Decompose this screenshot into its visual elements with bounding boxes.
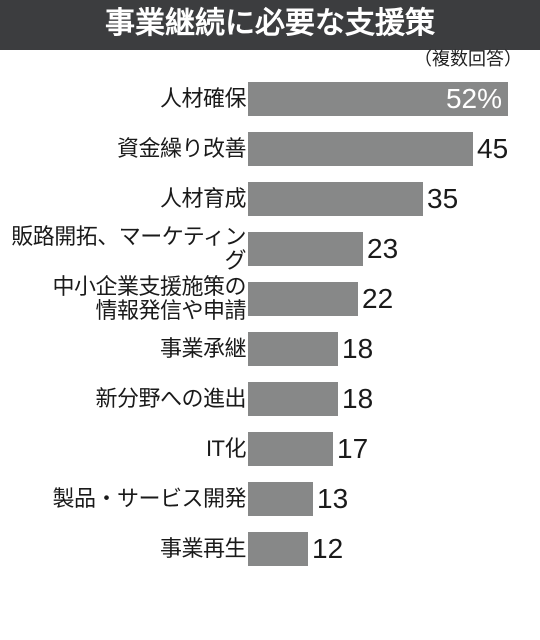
bar xyxy=(248,282,358,316)
bar-value: 22 xyxy=(358,282,393,316)
bar xyxy=(248,232,363,266)
bar-wrap: 22 xyxy=(248,282,508,316)
bar-value: 17 xyxy=(333,432,368,466)
bar-wrap: 13 xyxy=(248,482,508,516)
bar-value: 45 xyxy=(473,132,508,166)
chart-row: IT化 17 xyxy=(0,424,540,474)
chart-row: 新分野への進出 18 xyxy=(0,374,540,424)
bar-value: 23 xyxy=(363,232,398,266)
row-label: 事業再生 xyxy=(0,537,246,561)
chart-subtitle: （複数回答） xyxy=(0,50,540,68)
chart-title: 事業継続に必要な支援策 xyxy=(0,0,540,50)
bar-wrap: 52% xyxy=(248,82,508,116)
row-label: 人材育成 xyxy=(0,187,246,211)
support-measures-chart: 事業継続に必要な支援策 （複数回答） 人材確保 52% 資金繰り改善 45 人材育成 35… xyxy=(0,0,540,574)
row-label: 人材確保 xyxy=(0,87,246,111)
bar: 52% xyxy=(248,82,508,116)
row-label: 事業承継 xyxy=(0,337,246,361)
chart-row: 人材育成 35 xyxy=(0,174,540,224)
bar-value: 52% xyxy=(446,82,502,116)
bar-value: 12 xyxy=(308,532,343,566)
chart-row: 人材確保 52% xyxy=(0,74,540,124)
bar xyxy=(248,132,473,166)
bar-wrap: 35 xyxy=(248,182,508,216)
bar xyxy=(248,332,338,366)
bar-wrap: 12 xyxy=(248,532,508,566)
bar-wrap: 45 xyxy=(248,132,508,166)
bar-wrap: 23 xyxy=(248,232,508,266)
chart-row: 資金繰り改善 45 xyxy=(0,124,540,174)
bar xyxy=(248,482,313,516)
chart-row: 製品・サービス開発 13 xyxy=(0,474,540,524)
bar-value: 35 xyxy=(423,182,458,216)
bar-wrap: 18 xyxy=(248,332,508,366)
bar-wrap: 17 xyxy=(248,432,508,466)
bar-value: 18 xyxy=(338,332,373,366)
chart-row: 販路開拓、マーケティング 23 xyxy=(0,224,540,274)
row-label: IT化 xyxy=(0,437,246,461)
bar-wrap: 18 xyxy=(248,382,508,416)
row-label: 中小企業支援施策の 情報発信や申請 xyxy=(0,275,246,323)
bar xyxy=(248,382,338,416)
chart-row: 中小企業支援施策の 情報発信や申請 22 xyxy=(0,274,540,324)
row-label: 販路開拓、マーケティング xyxy=(0,225,246,273)
bar-value: 18 xyxy=(338,382,373,416)
chart-row: 事業再生 12 xyxy=(0,524,540,574)
row-label: 資金繰り改善 xyxy=(0,137,246,161)
bar xyxy=(248,432,333,466)
bar xyxy=(248,182,423,216)
row-label: 新分野への進出 xyxy=(0,387,246,411)
bar xyxy=(248,532,308,566)
row-label: 製品・サービス開発 xyxy=(0,487,246,511)
chart-row: 事業承継 18 xyxy=(0,324,540,374)
chart-rows: 人材確保 52% 資金繰り改善 45 人材育成 35 販路開拓、マーケティング 23 中小企業支… xyxy=(0,68,540,574)
bar-value: 13 xyxy=(313,482,348,516)
